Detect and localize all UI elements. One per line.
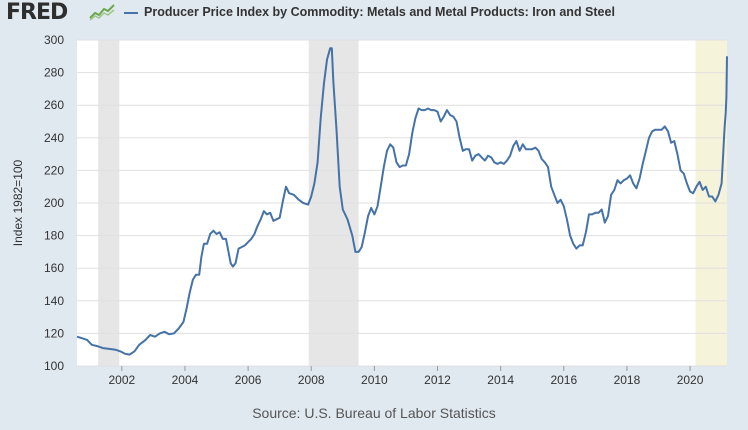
line-chart: 100 120 140 160 180 200 220 240 260 280 300 2002 20… xyxy=(11,33,728,387)
y-tick-label-180: 180 xyxy=(44,229,64,243)
chart-header: FRED Producer Price Index by Commodity: … xyxy=(0,0,748,28)
fred-logo-graph-icon xyxy=(89,3,115,21)
x-tick-label-2008: 2008 xyxy=(298,373,325,387)
series-line[interactable] xyxy=(76,47,728,356)
x-tick-label-2010: 2010 xyxy=(361,373,388,387)
x-tick-label-2006: 2006 xyxy=(235,373,262,387)
y-axis-label: Index 1982=100 xyxy=(11,159,25,246)
y-tick-label-160: 160 xyxy=(44,261,64,275)
x-tick-label-2018: 2018 xyxy=(614,373,641,387)
y-tick-label-300: 300 xyxy=(44,33,64,47)
source-note[interactable]: Source: U.S. Bureau of Labor Statistics xyxy=(252,405,496,421)
y-tick-label-200: 200 xyxy=(44,196,64,210)
legend-swatch xyxy=(124,12,138,14)
series-title[interactable]: Producer Price Index by Commodity: Metal… xyxy=(144,5,615,19)
y-tick-label-220: 220 xyxy=(44,163,64,177)
x-tick-label-2016: 2016 xyxy=(550,373,577,387)
y-tick-label-120: 120 xyxy=(44,326,64,340)
y-tick-label-240: 240 xyxy=(44,131,64,145)
y-tick-label-260: 260 xyxy=(44,98,64,112)
x-tick-label-2014: 2014 xyxy=(487,373,514,387)
x-tick-label-2002: 2002 xyxy=(108,373,135,387)
fred-logo[interactable]: FRED xyxy=(6,0,68,25)
y-tick-label-140: 140 xyxy=(44,294,64,308)
y-tick-label-280: 280 xyxy=(44,66,64,80)
x-tick-label-2020: 2020 xyxy=(677,373,704,387)
x-tick-label-2012: 2012 xyxy=(424,373,451,387)
x-tick-label-2004: 2004 xyxy=(172,373,199,387)
y-tick-label-100: 100 xyxy=(44,359,64,373)
